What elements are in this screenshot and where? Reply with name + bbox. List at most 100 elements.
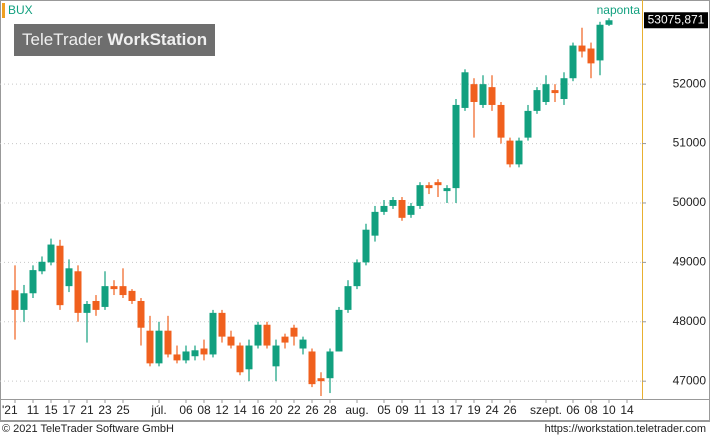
period-label: naponta xyxy=(597,3,641,17)
candle-body xyxy=(596,24,604,61)
candle-body xyxy=(344,286,352,310)
candle-body xyxy=(407,205,415,215)
watermark-product: WorkStation xyxy=(107,30,207,49)
x-tick-label: 14 xyxy=(233,403,247,417)
candle-body xyxy=(263,324,271,346)
x-tick-label: 20 xyxy=(269,403,283,417)
x-tick-label: '21 xyxy=(2,403,18,417)
x-tick-label: 22 xyxy=(287,403,301,417)
candle-body xyxy=(56,245,64,306)
candle-body xyxy=(569,45,577,79)
x-tick-label: 12 xyxy=(215,403,229,417)
last-price-label: 53075,871 xyxy=(648,12,705,26)
x-tick-label: 25 xyxy=(116,403,130,417)
x-tick-label: 23 xyxy=(98,403,112,417)
x-tick-label: 13 xyxy=(431,403,445,417)
last-price-box xyxy=(644,12,708,29)
candle-body xyxy=(479,84,487,105)
candle-body xyxy=(461,72,469,108)
y-tick-label: 48000 xyxy=(673,314,707,328)
x-tick-label: 26 xyxy=(503,403,517,417)
candle-body xyxy=(389,200,397,206)
candle-body xyxy=(515,140,523,165)
x-tick-label: 16 xyxy=(251,403,265,417)
candle-body xyxy=(416,185,424,206)
candle-body xyxy=(119,286,127,296)
candle-body xyxy=(497,104,505,138)
watermark: TeleTrader WorkStation xyxy=(22,30,207,49)
x-tick-label: 19 xyxy=(467,403,481,417)
candle-body xyxy=(83,303,91,313)
x-tick-label: 06 xyxy=(179,403,193,417)
candle-body xyxy=(326,351,334,379)
candle-body xyxy=(371,211,379,236)
candle-body xyxy=(335,309,343,352)
x-tick-label: 26 xyxy=(305,403,319,417)
x-tick-label: 15 xyxy=(44,403,58,417)
candle-body xyxy=(317,378,325,382)
y-tick-label: 47000 xyxy=(673,373,707,387)
x-tick-label: 21 xyxy=(80,403,94,417)
url: https://workstation.teletrader.com xyxy=(545,423,706,435)
candle-body xyxy=(65,268,73,287)
candle-body xyxy=(29,270,37,294)
candle-body xyxy=(191,350,199,357)
candle-body xyxy=(182,351,190,361)
candle-body xyxy=(308,351,316,385)
x-tick-label: 06 xyxy=(566,403,580,417)
x-tick-label: szept. xyxy=(530,403,562,417)
candle-body xyxy=(353,262,361,287)
candle-body xyxy=(20,293,28,310)
chart-frame xyxy=(0,0,710,421)
candle-body xyxy=(173,354,181,361)
candle-body xyxy=(533,90,541,111)
title-marker xyxy=(2,3,5,18)
candle-body xyxy=(272,345,280,367)
y-tick-label: 52000 xyxy=(673,76,707,90)
candle-body xyxy=(11,290,19,310)
candle-body xyxy=(587,48,595,64)
candle-body xyxy=(281,336,289,343)
x-tick-label: 11 xyxy=(27,403,40,417)
watermark-box xyxy=(14,24,215,56)
candle-body xyxy=(578,45,586,52)
x-tick-label: 11 xyxy=(414,403,427,417)
y-tick-label: 50000 xyxy=(673,195,707,209)
x-tick-label: 05 xyxy=(377,403,391,417)
candle-body xyxy=(443,188,451,192)
candle-body xyxy=(425,185,433,189)
candle-body xyxy=(506,140,514,165)
y-tick-label: 49000 xyxy=(673,255,707,269)
candle-body xyxy=(542,84,550,102)
candle-body xyxy=(164,330,172,355)
candle-body xyxy=(398,200,406,218)
candle-body xyxy=(434,182,442,186)
candle-body xyxy=(362,229,370,263)
y-tick-label: 51000 xyxy=(673,136,707,150)
candle-body xyxy=(488,87,496,105)
candle-body xyxy=(128,290,136,301)
candle-body xyxy=(38,261,46,272)
chart-title: BUX xyxy=(8,3,33,17)
x-tick-label: 28 xyxy=(323,403,337,417)
x-tick-label: 17 xyxy=(449,403,463,417)
candle-body xyxy=(74,271,82,313)
watermark-brand: TeleTrader xyxy=(22,30,103,49)
x-tick-label: 17 xyxy=(62,403,76,417)
candle-body xyxy=(560,78,568,100)
x-tick-label: aug. xyxy=(345,403,368,417)
candle-body xyxy=(290,327,298,337)
x-tick-label: júl. xyxy=(150,403,166,417)
candle-body xyxy=(605,20,613,25)
x-tick-label: 09 xyxy=(395,403,409,417)
candle-body xyxy=(236,345,244,373)
candle-body xyxy=(209,312,217,355)
x-tick-label: 08 xyxy=(197,403,211,417)
candle-body xyxy=(299,339,307,349)
candle-body xyxy=(227,336,235,346)
copyright: © 2021 TeleTrader Software GmbH xyxy=(2,423,174,435)
candle-body xyxy=(155,330,163,364)
candle-body xyxy=(452,104,460,189)
candle-body xyxy=(218,312,226,337)
candle-body xyxy=(110,286,118,290)
